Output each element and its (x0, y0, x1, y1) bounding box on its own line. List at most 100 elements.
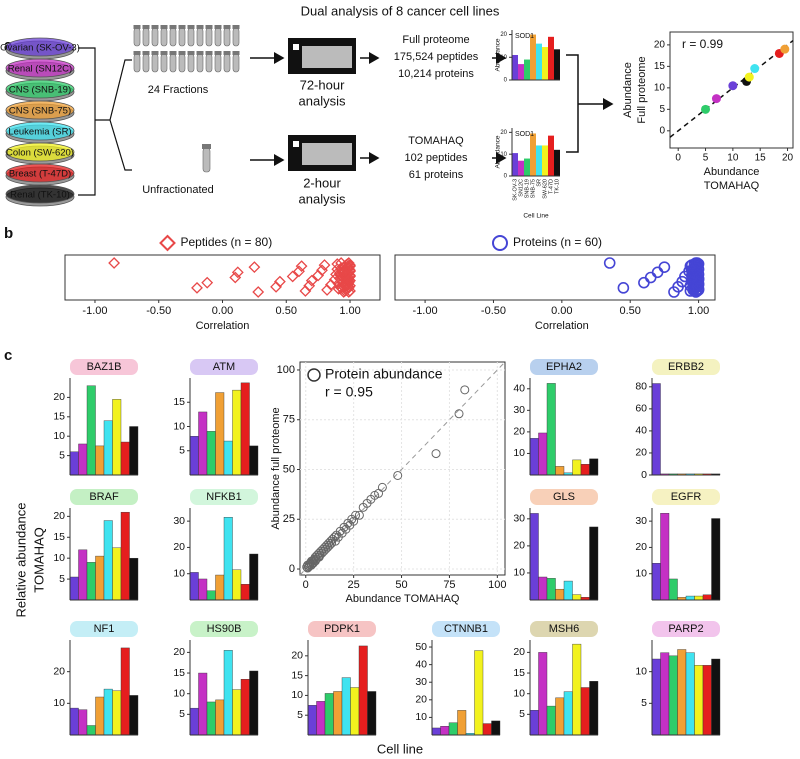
tube (169, 53, 177, 73)
dish (5, 163, 75, 183)
title-tab (308, 621, 376, 637)
bar (240, 382, 250, 476)
bar (78, 549, 88, 601)
bar (69, 576, 79, 601)
y-tick-label: 5 (179, 445, 185, 457)
x-tick-label: SW-620 (542, 179, 548, 199)
panel-label: c (4, 347, 12, 364)
bar (685, 652, 695, 736)
tube (160, 27, 168, 47)
y-axis-label: Abundance (495, 135, 502, 168)
figure-title: Dual analysis of 8 cancer cell lines (301, 3, 500, 18)
instrument-screen (302, 143, 352, 165)
y-tick-label: 15 (173, 396, 185, 408)
y-tick-label: 20 (53, 510, 65, 522)
tube (196, 53, 204, 73)
x-tick-label: -1.00 (413, 305, 438, 317)
dish (5, 184, 75, 204)
x-axis-label: TOMAHAQ (704, 180, 760, 192)
bar (206, 590, 216, 601)
x-tick-label: 25 (348, 579, 360, 591)
bar (215, 574, 225, 601)
tube-cap (205, 25, 213, 29)
y-tick-label: 20 (53, 665, 65, 677)
bar (223, 517, 233, 601)
y-tick-label: 10 (513, 447, 525, 459)
dish (5, 79, 75, 99)
y-axis-label: Relative abundance (13, 503, 28, 618)
instrument-light (293, 141, 299, 147)
bar (580, 687, 590, 736)
result-label: TOMAHAQ (408, 135, 464, 147)
cell-line-label: Ovarian (SK-OV-3) (0, 43, 80, 54)
bracket (566, 54, 612, 153)
title-tab (432, 621, 500, 637)
y-tick-label: 60 (635, 403, 647, 415)
y-tick-label: 10 (173, 420, 185, 432)
bar (206, 701, 216, 736)
bar (120, 511, 130, 601)
bar (232, 569, 242, 601)
bar (103, 420, 113, 476)
y-tick-label: 20 (173, 646, 185, 658)
point (273, 275, 286, 288)
bar (572, 594, 582, 601)
y-tick-label: 5 (59, 573, 65, 585)
point (342, 273, 355, 286)
chart-title: GLS (553, 491, 575, 503)
y-tick-label: 100 (277, 364, 295, 376)
x-tick-label: SR (536, 179, 542, 187)
point (711, 94, 721, 104)
bar (316, 701, 326, 736)
tube (160, 53, 168, 73)
bar (249, 670, 259, 736)
point (299, 285, 312, 297)
y-tick-label: 5 (297, 709, 303, 721)
bar (358, 645, 368, 736)
result-label: 102 peptides (405, 152, 468, 164)
tube (151, 27, 159, 47)
bar (546, 578, 556, 601)
title-tab (652, 489, 720, 505)
tube-cap (169, 25, 177, 29)
cell-line-label: Colon (SW-620) (6, 148, 74, 159)
y-tick-label: 10 (500, 55, 507, 61)
bar (518, 64, 524, 80)
tube-cap (187, 25, 195, 29)
fractions-label: 24 Fractions (148, 84, 209, 96)
bar (512, 153, 518, 176)
point (744, 72, 754, 82)
chart-title: PARP2 (668, 623, 703, 635)
tube (223, 27, 231, 47)
tube (205, 53, 213, 73)
point (454, 409, 464, 419)
tube (142, 53, 150, 73)
y-tick-label: 20 (415, 694, 427, 706)
bar (536, 145, 542, 176)
bar (112, 690, 122, 736)
x-tick-label: 5 (703, 153, 709, 164)
run-label: analysis (299, 93, 346, 108)
bar (324, 693, 334, 736)
point (329, 532, 339, 542)
y-tick-label: 20 (654, 40, 666, 51)
tube-cap (214, 25, 222, 29)
tube (214, 27, 222, 47)
point (252, 286, 265, 298)
bar (232, 389, 242, 476)
bar (431, 727, 441, 736)
y-tick-label: 40 (635, 425, 647, 437)
bar (103, 520, 113, 601)
title-tab (70, 489, 138, 505)
cell-line-label: Leukemia (SR) (8, 127, 71, 138)
instrument-screen (302, 46, 352, 68)
title-tab (530, 489, 598, 505)
x-tick-label: 0 (303, 579, 309, 591)
point (295, 260, 308, 273)
tube-cap (178, 25, 186, 29)
tube (178, 53, 186, 73)
bar (95, 555, 105, 601)
y-tick-label: 10 (173, 687, 185, 699)
result-label: Full proteome (402, 34, 469, 46)
bar (198, 672, 208, 736)
